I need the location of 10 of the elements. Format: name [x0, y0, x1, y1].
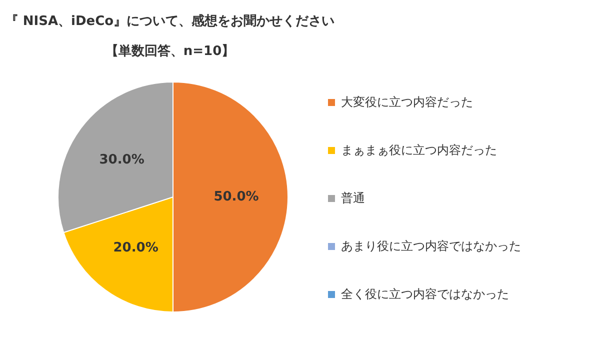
chart-subtitle: 【単数回答、n=10】	[104, 43, 236, 60]
data-label: 20.0%	[113, 240, 158, 256]
data-label: 50.0%	[214, 190, 259, 204]
legend-label: あまり役に立つ内容ではなかった	[341, 238, 521, 254]
legend-label: 大変役に立つ内容だった	[341, 94, 473, 110]
chart-title: 『 NISA、iDeCo』について、感想をお聞かせください	[4, 13, 336, 30]
legend-label: 普通	[341, 190, 365, 206]
data-label: 30.0%	[99, 152, 144, 168]
legend-label: 全く役に立つ内容ではなかった	[341, 286, 509, 302]
legend-label: まぁまぁ役に立つ内容だった	[341, 142, 497, 158]
